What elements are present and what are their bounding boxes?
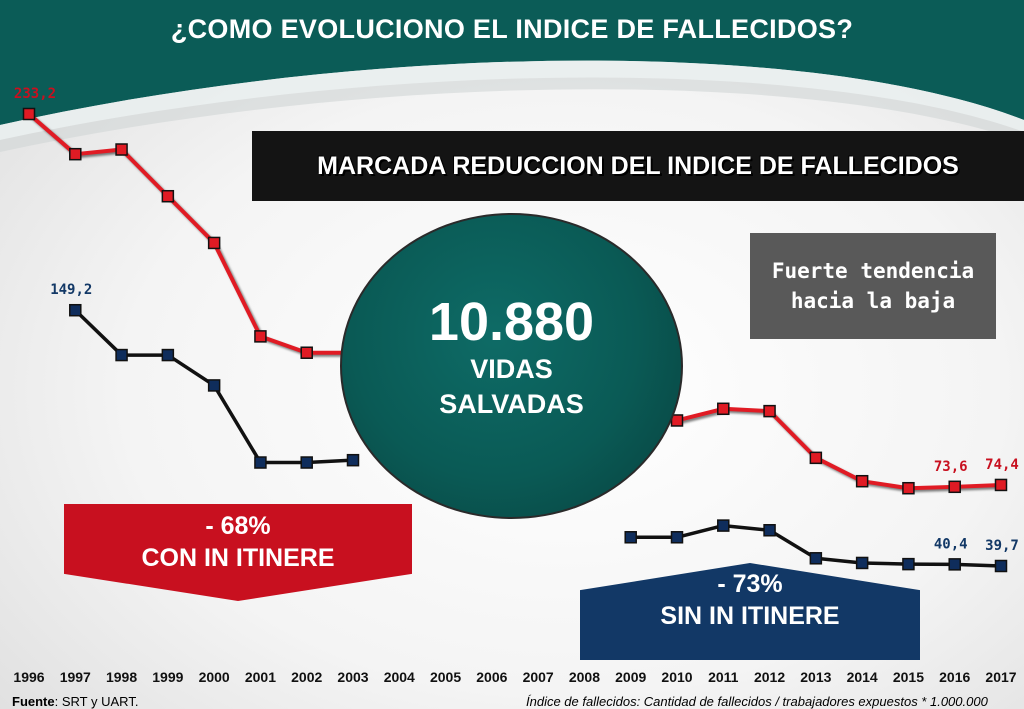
headline-banner-text: MARCADA REDUCCION DEL INDICE DE FALLECID… [317, 151, 959, 180]
data-point-sin-in-itinere [69, 303, 82, 317]
data-point-sin-in-itinere [717, 519, 730, 532]
data-point-sin-in-itinere [207, 379, 221, 392]
x-tick-label: 2014 [847, 669, 878, 685]
page-title: ¿COMO EVOLUCIONO EL INDICE DE FALLECIDOS… [170, 14, 854, 44]
header-wave-shadow [0, 77, 1024, 152]
x-tick-label: 2003 [337, 669, 368, 685]
data-point-sin-in-itinere [300, 456, 313, 469]
x-tick-label: 2013 [800, 669, 831, 685]
x-tick-label: 2015 [893, 669, 924, 685]
headline-banner: MARCADA REDUCCION DEL INDICE DE FALLECID… [252, 131, 1024, 201]
data-label-sin-in-itinere: 39,7 [985, 538, 1019, 554]
lives-saved-line2: SALVADAS [439, 389, 584, 419]
x-tick-label: 1998 [106, 669, 137, 685]
lives-saved-circle: 10.880 VIDAS SALVADAS [340, 213, 683, 519]
x-tick-label: 2005 [430, 669, 461, 685]
data-point-sin-in-itinere [902, 557, 915, 571]
data-point-con-in-itinere [717, 402, 730, 416]
con-in-itinere-pct: - 68% [205, 512, 271, 540]
data-label-con-in-itinere: 233,2 [14, 86, 56, 102]
sin-in-itinere-label: SIN IN ITINERE [660, 602, 840, 630]
data-label-con-in-itinere: 73,6 [934, 459, 968, 475]
data-point-con-in-itinere [994, 478, 1008, 492]
sin-in-itinere-pct: - 73% [717, 570, 783, 598]
data-point-con-in-itinere [69, 147, 82, 161]
data-point-sin-in-itinere [763, 524, 776, 537]
header-wave [0, 0, 1024, 125]
footer-source-label: Fuente [12, 694, 55, 709]
trend-box-line2: hacia la baja [790, 289, 956, 313]
data-point-sin-in-itinere [809, 552, 823, 565]
lives-saved-line1: VIDAS [470, 354, 553, 384]
series-line-con-in-itinere [676, 406, 1002, 491]
x-tick-label: 2004 [384, 669, 415, 685]
data-point-sin-in-itinere [855, 556, 869, 570]
x-tick-label: 2011 [708, 669, 739, 685]
data-point-con-in-itinere [161, 189, 175, 203]
x-tick-label: 2001 [245, 669, 276, 685]
x-tick-label: 2006 [476, 669, 507, 685]
x-tick-label: 1996 [13, 669, 44, 685]
data-point-con-in-itinere [948, 480, 961, 494]
data-point-sin-in-itinere [254, 456, 267, 469]
data-point-con-in-itinere [300, 346, 313, 359]
data-point-con-in-itinere [809, 451, 823, 465]
data-point-con-in-itinere [763, 404, 776, 418]
trend-box: Fuerte tendencia hacia la baja [750, 233, 996, 339]
data-point-con-in-itinere [855, 474, 869, 488]
data-point-sin-in-itinere [994, 559, 1008, 573]
x-tick-label: 2002 [291, 669, 322, 685]
x-tick-label: 2012 [754, 669, 785, 685]
series-line-con-in-itinere [27, 112, 353, 355]
x-tick-label: 2009 [615, 669, 646, 685]
x-tick-label: 2008 [569, 669, 600, 685]
data-point-con-in-itinere [254, 330, 267, 343]
con-in-itinere-label: CON IN ITINERE [141, 544, 335, 572]
data-point-con-in-itinere [22, 107, 36, 121]
data-point-con-in-itinere [115, 143, 128, 156]
data-label-sin-in-itinere: 149,2 [50, 282, 92, 298]
footer-source: Fuente: SRT y UART. [12, 694, 138, 709]
header-wave-highlight [0, 60, 1024, 140]
x-tick-label: 1997 [60, 669, 91, 685]
lives-saved-number: 10.880 [428, 292, 595, 352]
footer-source-text: : SRT y UART. [54, 694, 139, 709]
data-point-sin-in-itinere [161, 348, 175, 362]
data-point-sin-in-itinere [670, 531, 684, 544]
x-tick-label: 1999 [152, 669, 183, 685]
data-point-con-in-itinere [207, 236, 221, 250]
data-label-con-in-itinere: 74,4 [985, 457, 1019, 473]
data-point-con-in-itinere [902, 481, 915, 495]
footer-definition: Índice de fallecidos: Cantidad de fallec… [526, 694, 988, 709]
data-point-sin-in-itinere [948, 558, 961, 571]
data-point-sin-in-itinere [346, 453, 360, 467]
trend-box-line1: Fuerte tendencia [771, 259, 975, 283]
x-tick-label: 2010 [661, 669, 692, 685]
data-point-sin-in-itinere [115, 348, 128, 362]
x-tick-label: 2016 [939, 669, 970, 685]
x-tick-label: 2017 [985, 669, 1016, 685]
data-label-sin-in-itinere: 40,4 [934, 536, 968, 552]
data-point-sin-in-itinere [624, 531, 637, 544]
x-tick-label: 2000 [199, 669, 230, 685]
x-tick-label: 2007 [523, 669, 554, 685]
